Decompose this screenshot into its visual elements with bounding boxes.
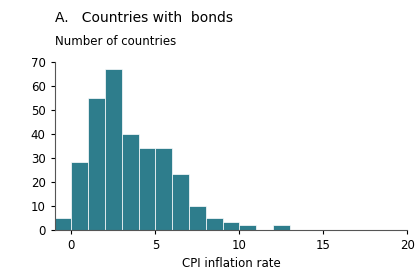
Bar: [122, 134, 139, 230]
Bar: [105, 69, 122, 230]
Bar: [155, 148, 172, 230]
Bar: [239, 225, 256, 230]
Bar: [172, 174, 189, 230]
Bar: [206, 218, 223, 230]
Bar: [223, 222, 239, 230]
Bar: [88, 98, 105, 230]
Text: A.   Countries with  bonds: A. Countries with bonds: [55, 11, 233, 25]
Bar: [71, 162, 88, 230]
X-axis label: CPI inflation rate: CPI inflation rate: [181, 257, 281, 270]
Bar: [273, 225, 290, 230]
Bar: [189, 206, 206, 230]
Text: Number of countries: Number of countries: [55, 35, 176, 48]
Bar: [55, 218, 71, 230]
Bar: [139, 148, 155, 230]
